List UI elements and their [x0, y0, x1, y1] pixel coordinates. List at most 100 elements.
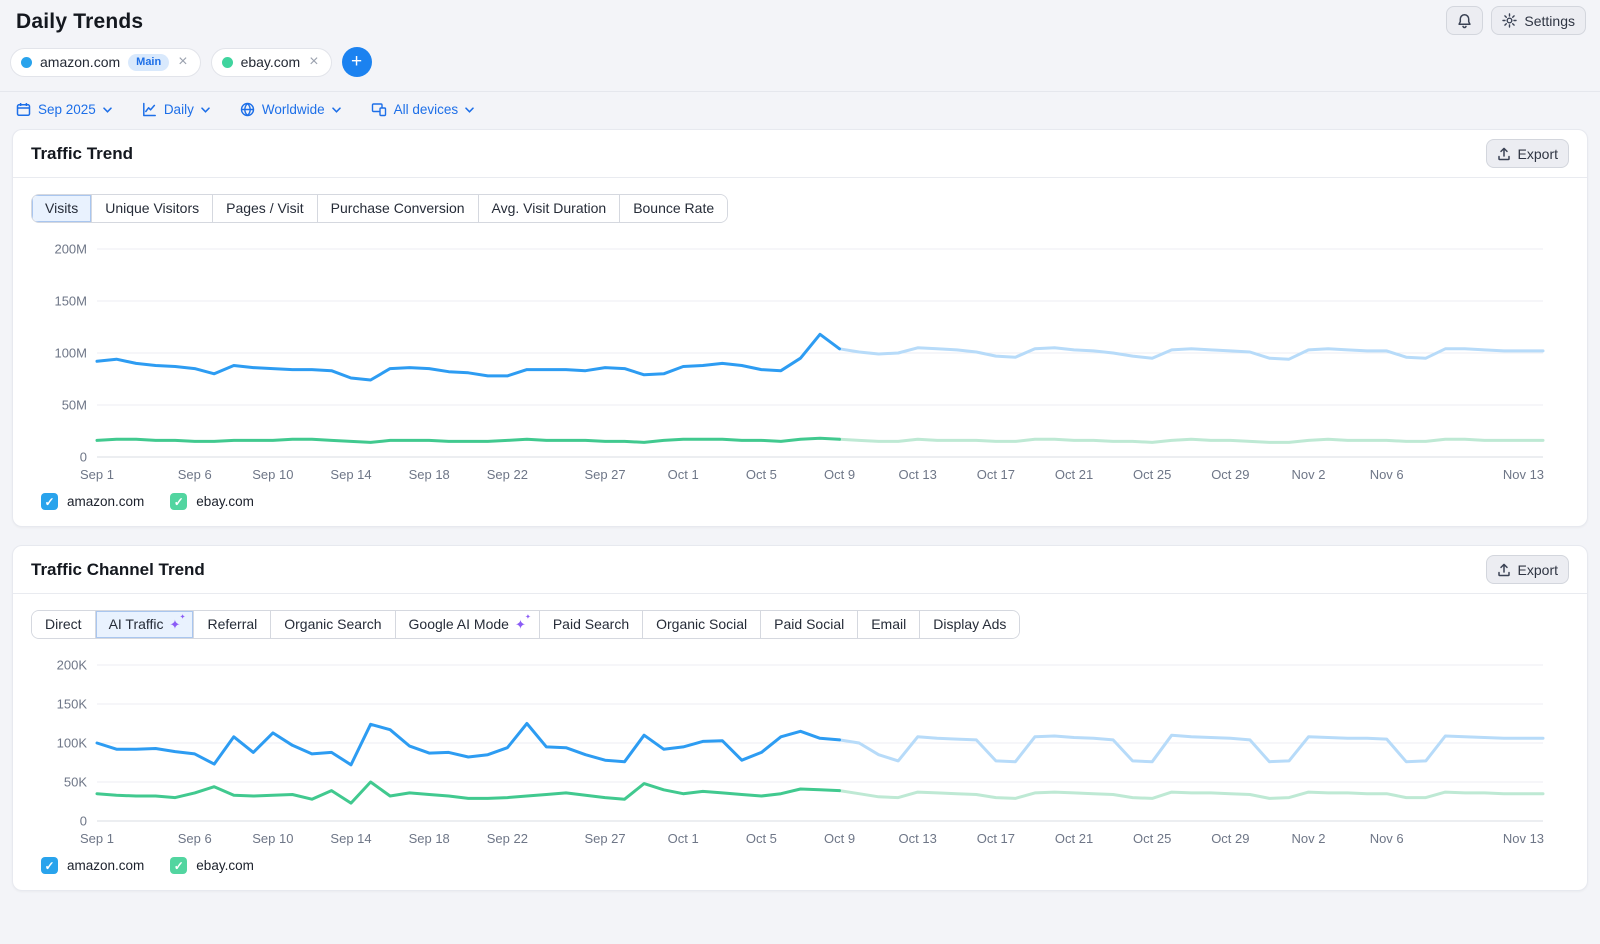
- x-tick-label: Oct 1: [668, 831, 699, 846]
- tab-organic-search[interactable]: Organic Search: [271, 611, 396, 638]
- tab-ai-traffic[interactable]: AI Traffic ✦: [95, 611, 195, 638]
- traffic-trend-card: Traffic Trend Export Visits Unique Visit…: [12, 129, 1588, 527]
- x-tick-label: Nov 13: [1503, 831, 1544, 846]
- metric-tabs: Visits Unique Visitors Pages / Visit Pur…: [31, 194, 729, 223]
- bell-icon: [1457, 13, 1472, 29]
- close-icon[interactable]: ×: [309, 53, 319, 70]
- region-filter[interactable]: Worldwide: [240, 102, 341, 117]
- y-tick-label: 200M: [54, 242, 87, 257]
- close-icon[interactable]: ×: [178, 53, 188, 70]
- tab-purchase-conversion[interactable]: Purchase Conversion: [317, 195, 479, 222]
- chevron-down-icon: [201, 106, 210, 113]
- chevron-down-icon: [465, 106, 474, 113]
- series-line-ebay.com-actual: [95, 436, 841, 444]
- ebay-color-dot: [221, 56, 233, 68]
- export-icon: [1497, 563, 1511, 577]
- tab-direct[interactable]: Direct: [32, 611, 96, 638]
- legend-label: ebay.com: [196, 858, 254, 873]
- y-tick-label: 150K: [57, 697, 88, 712]
- devices-filter[interactable]: All devices: [371, 102, 475, 117]
- legend-item-amazon[interactable]: ✓ amazon.com: [41, 493, 144, 510]
- legend-item-ebay[interactable]: ✓ ebay.com: [170, 857, 254, 874]
- card-header: Traffic Trend Export: [13, 130, 1587, 178]
- legend-item-amazon[interactable]: ✓ amazon.com: [41, 857, 144, 874]
- checkbox-amazon[interactable]: ✓: [41, 857, 58, 874]
- card-body: Direct AI Traffic ✦ Referral Organic Sea…: [13, 594, 1587, 890]
- tab-google-ai-mode[interactable]: Google AI Mode ✦: [395, 611, 540, 638]
- ai-sparkle-icon: ✦: [515, 614, 531, 631]
- tab-email[interactable]: Email: [858, 611, 921, 638]
- x-tick-label: Nov 6: [1370, 467, 1404, 482]
- x-tick-label: Nov 6: [1370, 831, 1404, 846]
- settings-button[interactable]: Settings: [1491, 6, 1586, 35]
- granularity-label: Daily: [163, 102, 194, 117]
- region-label: Worldwide: [261, 102, 325, 117]
- date-range-filter[interactable]: Sep 2025: [16, 102, 112, 117]
- export-icon: [1497, 147, 1511, 161]
- tab-pages-per-visit[interactable]: Pages / Visit: [213, 195, 318, 222]
- add-competitor-button[interactable]: +: [341, 47, 372, 77]
- checkbox-amazon[interactable]: ✓: [41, 493, 58, 510]
- domain-name: ebay.com: [240, 54, 301, 70]
- x-tick-label: Oct 25: [1133, 467, 1171, 482]
- page-title: Daily Trends: [16, 10, 144, 33]
- x-tick-label: Sep 14: [330, 467, 371, 482]
- series-line-amazon.com-forecast: [838, 733, 1545, 764]
- x-tick-label: Oct 25: [1133, 831, 1171, 846]
- x-tick-label: Sep 18: [409, 831, 450, 846]
- filter-bar: Sep 2025 Daily Worldwide All: [0, 91, 1600, 129]
- tab-organic-social[interactable]: Organic Social: [643, 611, 762, 638]
- legend-item-ebay[interactable]: ✓ ebay.com: [170, 493, 254, 510]
- domain-chip-ebay[interactable]: ebay.com ×: [210, 47, 332, 77]
- export-button[interactable]: Export: [1485, 555, 1569, 584]
- tab-paid-search[interactable]: Paid Search: [539, 611, 644, 638]
- ai-sparkle-icon: ✦: [170, 614, 186, 631]
- x-tick-label: Oct 9: [824, 831, 855, 846]
- x-tick-label: Sep 27: [584, 831, 625, 846]
- x-tick-label: Sep 1: [80, 467, 114, 482]
- x-tick-label: Sep 18: [409, 467, 450, 482]
- y-tick-label: 0: [80, 450, 87, 465]
- card-title: Traffic Channel Trend: [31, 559, 205, 579]
- tab-avg-visit-duration[interactable]: Avg. Visit Duration: [478, 195, 621, 222]
- checkbox-ebay[interactable]: ✓: [170, 493, 188, 510]
- date-range-label: Sep 2025: [38, 102, 96, 117]
- card-title: Traffic Trend: [31, 143, 134, 163]
- x-tick-label: Nov 13: [1503, 467, 1544, 482]
- x-tick-label: Oct 1: [668, 467, 699, 482]
- card-header: Traffic Channel Trend Export: [13, 546, 1587, 594]
- x-tick-label: Oct 21: [1055, 467, 1093, 482]
- card-body: Visits Unique Visitors Pages / Visit Pur…: [13, 178, 1587, 526]
- x-tick-label: Sep 6: [178, 467, 212, 482]
- notifications-button[interactable]: [1446, 6, 1484, 35]
- export-button[interactable]: Export: [1485, 139, 1569, 168]
- traffic-channel-trend-chart: 200K 150K 100K 50K 0 Sep 1 Sep 6 Sep 10 Sep 14 Se…: [31, 651, 1569, 851]
- x-tick-label: Oct 13: [899, 831, 937, 846]
- tab-referral[interactable]: Referral: [194, 611, 272, 638]
- y-tick-label: 150M: [54, 294, 87, 309]
- top-bar: Daily Trends Settings: [0, 0, 1600, 35]
- chevron-down-icon: [103, 106, 112, 113]
- y-tick-label: 50M: [62, 398, 87, 413]
- tab-label: AI Traffic: [108, 616, 164, 632]
- x-tick-label: Oct 5: [746, 467, 777, 482]
- series-line-ebay.com-forecast: [838, 437, 1545, 444]
- domain-chip-amazon[interactable]: amazon.com Main ×: [10, 47, 201, 77]
- gear-icon: [1502, 13, 1518, 28]
- export-label: Export: [1517, 145, 1558, 162]
- series-line-ebay.com-forecast: [838, 789, 1545, 800]
- y-tick-label: 200K: [57, 658, 88, 673]
- y-tick-label: 100M: [54, 346, 87, 361]
- chart-canvas: 200M 150M 100M 50M 0 Sep 1 Sep 6 Sep 10 Sep 14 Se…: [54, 242, 1545, 482]
- legend-label: amazon.com: [67, 494, 145, 509]
- x-tick-label: Sep 6: [178, 831, 212, 846]
- granularity-filter[interactable]: Daily: [142, 102, 210, 117]
- devices-label: All devices: [393, 102, 459, 117]
- y-tick-label: 0: [80, 814, 87, 829]
- tab-unique-visitors[interactable]: Unique Visitors: [92, 195, 214, 222]
- tab-paid-social[interactable]: Paid Social: [761, 611, 859, 638]
- checkbox-ebay[interactable]: ✓: [170, 857, 188, 874]
- tab-display-ads[interactable]: Display Ads: [920, 611, 1020, 638]
- tab-bounce-rate[interactable]: Bounce Rate: [620, 195, 728, 222]
- tab-visits[interactable]: Visits: [32, 195, 93, 222]
